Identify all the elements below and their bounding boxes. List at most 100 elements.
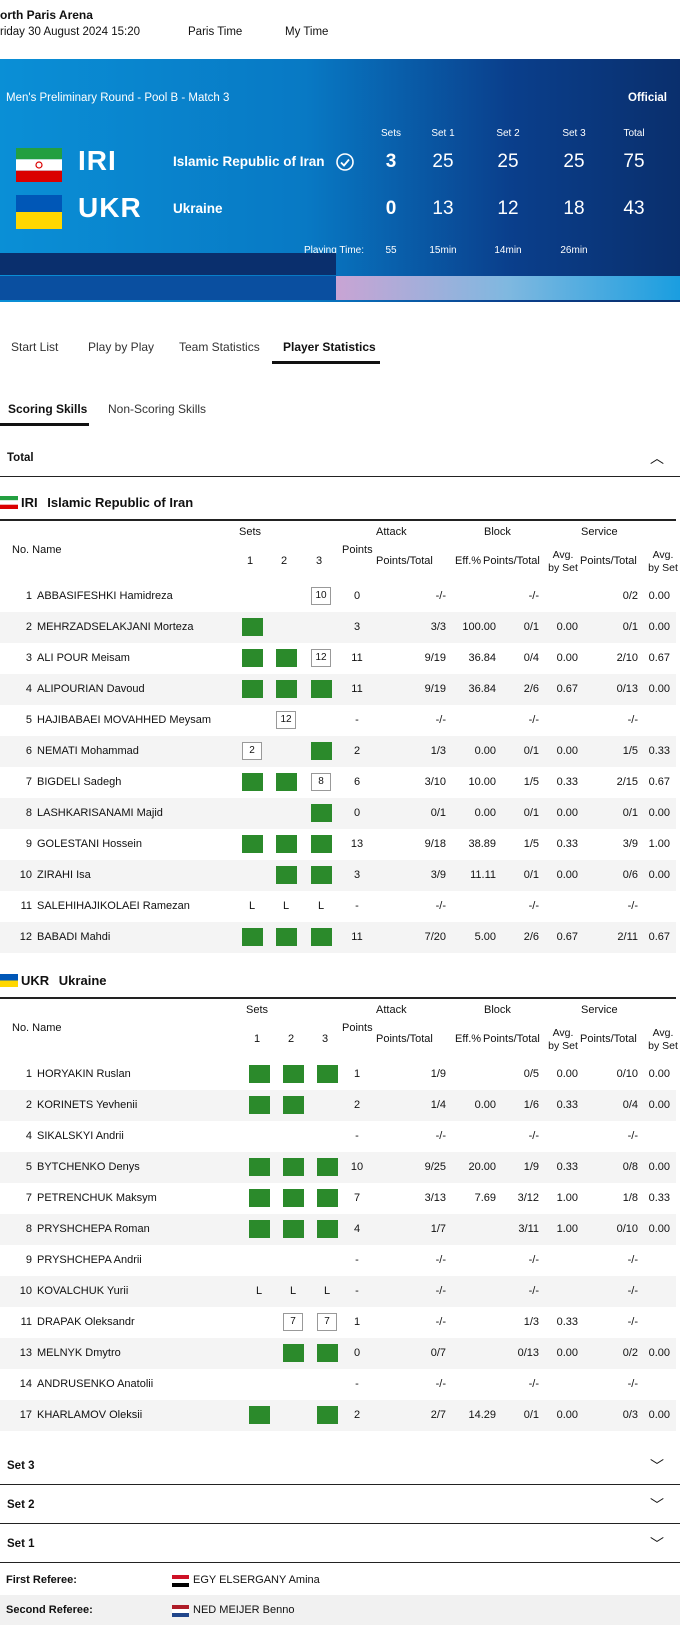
cell-savg: 0.00 — [648, 869, 670, 881]
col-header-pt: Points/Total — [376, 555, 433, 567]
tab-player-statistics[interactable]: Player Statistics — [283, 340, 376, 354]
table-row[interactable]: 6 NEMATI Mohammad 2 1/3 0.00 0/1 0.00 1/5 0.33 2 — [0, 736, 676, 767]
playing-time-total: 55 — [385, 245, 397, 256]
cell-apt: -/- — [435, 1378, 446, 1390]
cell-no: 2 — [25, 1099, 32, 1111]
table-row[interactable]: 5 BYTCHENKO Denys 10 9/25 20.00 1/9 0.33 0/8 0.0… — [0, 1152, 676, 1183]
table-row[interactable]: 12 BABADI Mahdi 11 7/20 5.00 2/6 0.67 2/11 0.67 — [0, 922, 676, 953]
cell-name: MELNYK Dmytro — [37, 1347, 121, 1359]
cell-spt: -/- — [627, 714, 638, 726]
cell-no: 1 — [25, 1068, 32, 1080]
iri-set2: 25 — [497, 151, 519, 172]
cell-name: NEMATI Mohammad — [37, 745, 139, 757]
played-set-marker — [311, 928, 332, 946]
table-divider — [0, 997, 676, 999]
table-row[interactable]: 8 PRYSHCHEPA Roman 4 1/7 3/11 1.00 0/10 0.00 — [0, 1214, 676, 1245]
table-row[interactable]: 17 KHARLAMOV Oleksii 2 2/7 14.29 0/1 0.00 0/3 0.… — [0, 1400, 676, 1431]
set1-accordion[interactable]: Set 1 ﹀ — [0, 1525, 680, 1563]
played-set-marker — [249, 1096, 270, 1114]
cell-no: 12 — [19, 931, 32, 943]
cell-no: 13 — [19, 1347, 32, 1359]
paris-time-toggle[interactable]: Paris Time — [188, 26, 243, 38]
col-header-by-set: by Set — [648, 562, 678, 574]
table-row[interactable]: 7 BIGDELI Sadegh 6 3/10 10.00 1/5 0.33 2/15 0.67… — [0, 767, 676, 798]
cell-bpt: 0/13 — [517, 1347, 539, 1359]
egypt-flag-icon — [172, 1575, 189, 1587]
tab-start-list[interactable]: Start List — [11, 340, 59, 354]
table-row[interactable]: 9 PRYSHCHEPA Andrii - -/- -/- -/- — [0, 1245, 676, 1276]
playing-time-set3: 26min — [560, 245, 588, 256]
cell-savg: 0.00 — [648, 1347, 670, 1359]
played-set-marker — [276, 866, 297, 884]
cell-pts: 11 — [351, 683, 363, 695]
table-row[interactable]: 10 ZIRAHI Isa 3 3/9 11.11 0/1 0.00 0/6 0.00 — [0, 860, 676, 891]
table-row[interactable]: 1 ABBASIFESHKI Hamidreza 0 -/- -/- 0/2 0.00 10 — [0, 581, 676, 612]
set2-accordion[interactable]: Set 2 ﹀ — [0, 1486, 680, 1524]
cell-name: ALI POUR Meisam — [37, 652, 130, 664]
cell-no: 11 — [20, 900, 32, 912]
played-set-marker — [317, 1344, 338, 1362]
table-row[interactable]: 4 ALIPOURIAN Davoud 11 9/19 36.84 2/6 0.67 0/13… — [0, 674, 676, 705]
cell-no: 4 — [25, 683, 32, 695]
cell-name: KHARLAMOV Oleksii — [37, 1409, 143, 1421]
played-set-marker — [317, 1065, 338, 1083]
cell-no: 7 — [25, 776, 32, 788]
played-set-marker — [317, 1220, 338, 1238]
cell-bavg: 1.00 — [556, 1192, 578, 1204]
chevron-down-icon: ﹀ — [650, 1497, 664, 1513]
table-row[interactable]: 7 PETRENCHUK Maksym 7 3/13 7.69 3/12 1.00 1/8 0.… — [0, 1183, 676, 1214]
cell-spt: 0/10 — [616, 1068, 638, 1080]
table-row[interactable]: 2 KORINETS Yevhenii 2 1/4 0.00 1/6 0.33 0/4 0.00 — [0, 1090, 676, 1121]
cell-name: PRYSHCHEPA Andrii — [37, 1254, 142, 1266]
ukr-set3: 18 — [563, 198, 585, 219]
subtab-scoring-skills[interactable]: Scoring Skills — [8, 402, 88, 416]
table-row[interactable]: 5 HAJIBABAEI MOVAHHED Meysam - -/- -/- -/- 12 — [0, 705, 676, 736]
first-referee-value: EGY ELSERGANY Amina — [193, 1574, 320, 1586]
cell-name: BIGDELI Sadegh — [37, 776, 122, 788]
table-row[interactable]: 4 SIKALSKYI Andrii - -/- -/- -/- — [0, 1121, 676, 1152]
set3-accordion[interactable]: Set 3 ﹀ — [0, 1447, 680, 1485]
cell-spt: 0/13 — [616, 683, 638, 695]
cell-eff: 0.00 — [474, 807, 496, 819]
total-accordion[interactable]: Total ︿ — [0, 439, 680, 477]
table-row[interactable]: 13 MELNYK Dmytro 0 0/7 0/13 0.00 0/2 0.00 — [0, 1338, 676, 1369]
played-set-marker — [242, 835, 263, 853]
cell-pts: 4 — [353, 1223, 361, 1235]
cell-pts: 2 — [353, 1099, 361, 1111]
table-row[interactable]: 11 SALEHIHAJIKOLAEI Ramezan - -/- -/- -/- L L L — [0, 891, 676, 922]
my-time-toggle[interactable]: My Time — [285, 26, 329, 38]
cell-name: BYTCHENKO Denys — [37, 1161, 140, 1173]
cell-name: BABADI Mahdi — [37, 931, 111, 943]
tab-team-statistics[interactable]: Team Statistics — [179, 340, 260, 354]
cell-apt: 3/13 — [424, 1192, 446, 1204]
cell-no: 9 — [25, 1254, 32, 1266]
tab-play-by-play[interactable]: Play by Play — [88, 340, 155, 354]
table-row[interactable]: 11 DRAPAK Oleksandr 1 -/- 1/3 0.33 -/- 7 7 — [0, 1307, 676, 1338]
ukraine-flag-icon — [0, 974, 18, 987]
cell-name: ANDRUSENKO Anatolii — [37, 1378, 154, 1390]
cell-apt: 7/20 — [424, 931, 446, 943]
table-row[interactable]: 8 LASHKARISANAMI Majid 0 0/1 0.00 0/1 0.00 0/1 0… — [0, 798, 676, 829]
cell-bpt: 2/6 — [523, 683, 539, 695]
subtab-non-scoring-skills[interactable]: Non-Scoring Skills — [108, 402, 207, 416]
starting-position-box: 2 — [242, 742, 262, 760]
table-row[interactable]: 10 KOVALCHUK Yurii - -/- -/- -/- L L L — [0, 1276, 676, 1307]
played-set-marker — [276, 928, 297, 946]
cell-pts: - — [355, 1254, 359, 1266]
cell-pts: 1 — [353, 1068, 361, 1080]
table-row[interactable]: 9 GOLESTANI Hossein 13 9/18 38.89 1/5 0.33 3/9 1… — [0, 829, 676, 860]
cell-bpt: -/- — [528, 590, 539, 602]
iri-set1: 25 — [432, 151, 454, 172]
col-header-pt: Points/Total — [483, 1033, 540, 1045]
cell-bavg: 0.00 — [556, 621, 578, 633]
table-row[interactable]: 2 MEHRZADSELAKJANI Morteza 3 3/3 100.00 0/1 0.… — [0, 612, 676, 643]
cell-apt: -/- — [435, 1316, 446, 1328]
set2-label: Set 2 — [7, 1499, 35, 1511]
col-header-pt: Points/Total — [580, 1033, 637, 1045]
table-row[interactable]: 1 HORYAKIN Ruslan 1 1/9 0/5 0.00 0/10 0.00 — [0, 1059, 676, 1090]
libero-marker: L — [289, 1285, 297, 1297]
table-row[interactable]: 3 ALI POUR Meisam 11 9/19 36.84 0/4 0.00 2/10 0.… — [0, 643, 676, 674]
cell-bpt: -/- — [528, 1378, 539, 1390]
cell-pts: 10 — [350, 1161, 364, 1173]
table-row[interactable]: 14 ANDRUSENKO Anatolii - -/- -/- -/- — [0, 1369, 676, 1400]
